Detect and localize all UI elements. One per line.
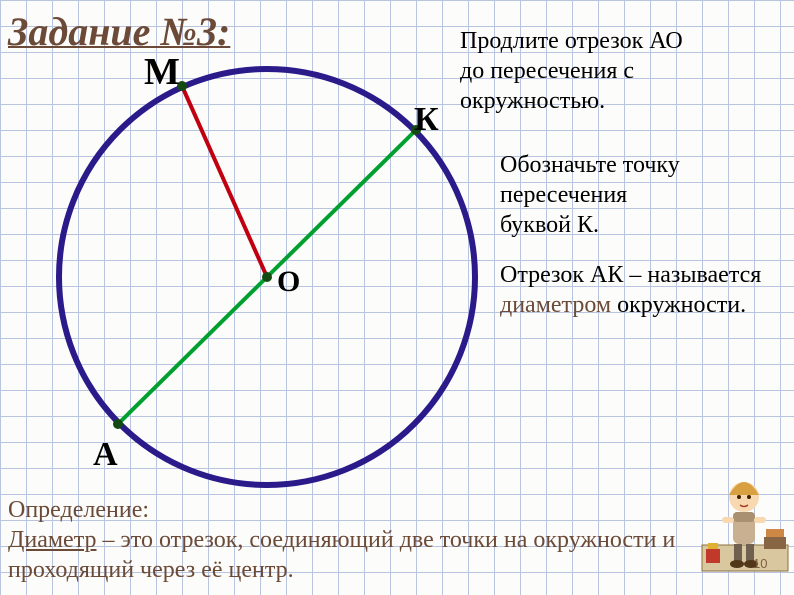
slide-number: 10 <box>753 556 767 571</box>
instruction-2: Обозначьте точкупересечениябуквой К. <box>500 150 680 240</box>
point-o <box>262 272 272 282</box>
definition-block: Определение:Диаметр – это отрезок, соеди… <box>8 495 768 585</box>
instruction-3: Отрезок АК – называется диаметром окружн… <box>500 260 780 320</box>
label-k: К <box>414 101 439 139</box>
segment-om <box>182 86 267 277</box>
student-icon <box>700 465 790 575</box>
label-o: О <box>277 265 300 299</box>
segment-ak-upper <box>267 130 416 277</box>
label-m: М <box>144 50 180 94</box>
label-a: А <box>93 436 118 474</box>
task-title: Задание №3: <box>8 8 230 55</box>
point-a <box>113 419 123 429</box>
instruction-1: Продлите отрезок АОдо пересечения сокруж… <box>460 26 683 116</box>
segment-ak-lower <box>118 277 267 424</box>
